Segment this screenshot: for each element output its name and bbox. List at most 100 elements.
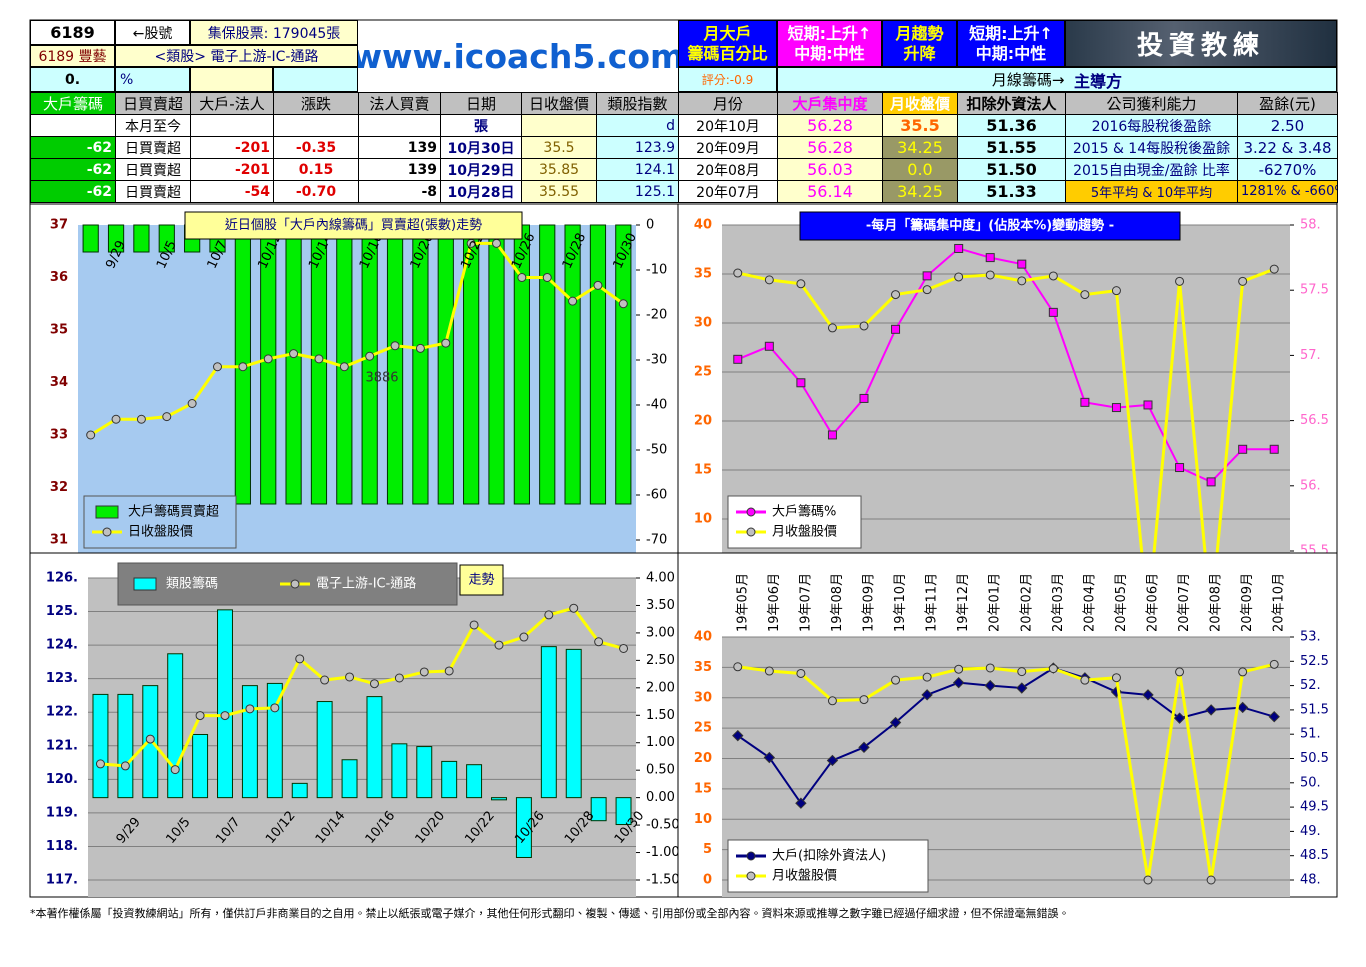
table-cell (273, 114, 359, 137)
marker (1016, 682, 1028, 694)
y-tick-label: 40 (694, 218, 712, 233)
marker (1268, 710, 1280, 723)
marker (733, 354, 743, 364)
marker (542, 273, 552, 282)
column-header: 公司獲利能力 (1065, 92, 1238, 115)
y2-tick-label: 57.5 (1300, 283, 1329, 298)
y-tick-label: 120. (46, 772, 78, 787)
y-tick-label: 10 (694, 512, 712, 527)
marker (145, 734, 155, 744)
bar (117, 693, 134, 799)
marker (517, 273, 527, 282)
stock-code: 6189 (30, 20, 115, 45)
marker (891, 290, 901, 300)
y2-tick-label: -1.00 (646, 845, 680, 860)
marker (827, 430, 837, 440)
marker (594, 637, 604, 647)
bar (386, 224, 404, 505)
marker (1080, 290, 1090, 300)
line (737, 667, 1275, 805)
y2-tick-label: -50 (646, 443, 667, 458)
column-header: 漲跌 (273, 92, 359, 115)
y-tick-label: 121. (46, 738, 78, 753)
marker (985, 663, 995, 673)
bar (366, 696, 383, 799)
legend-swatch (133, 577, 157, 591)
bar (466, 764, 483, 799)
marker (519, 632, 529, 642)
marker (441, 338, 451, 348)
column-header: 大戶籌碼 (30, 92, 116, 115)
chart: 126. 125. 124. 123. 122. 121. 120. 119. 118. 117.… (29, 552, 680, 898)
table-cell: -54 (190, 180, 274, 203)
text: 籌碼百分比 (687, 43, 768, 63)
marker (952, 676, 965, 689)
table-cell: 2015 & 14每股稅後盈餘 (1065, 136, 1238, 159)
y-tick-label: 126. (46, 571, 78, 586)
legend-label: 大戶(扣除外資法人) (772, 849, 886, 864)
bar (316, 701, 333, 799)
marker (1017, 667, 1027, 677)
y-tick-label: 15 (694, 463, 712, 478)
x-tick-label: 20年06月 (1146, 573, 1161, 632)
y2-tick-label: -60 (646, 488, 667, 503)
text: 主導方 (1074, 71, 1123, 91)
y2-tick-label: -1.50 (646, 873, 680, 888)
monthly-lead: 月線籌碼→ 主導方 (777, 67, 1337, 92)
marker (618, 299, 628, 309)
marker (954, 664, 964, 674)
marker (593, 280, 603, 290)
chart-title: 走勢 (468, 573, 494, 588)
text: 升降 (903, 43, 936, 63)
text: 中期:中性 (975, 43, 1047, 63)
marker (796, 378, 806, 388)
y2-tick-label: -30 (646, 353, 667, 368)
bar (133, 224, 150, 253)
table-cell: -0.35 (273, 136, 359, 159)
marker (954, 272, 964, 282)
marker (544, 610, 554, 620)
y2-tick-label: 49. (1300, 824, 1321, 839)
marker (1269, 444, 1279, 454)
code-label: ←股號 (115, 20, 190, 45)
column-header: 日期 (440, 92, 522, 115)
legend-swatch (95, 505, 119, 519)
bar (515, 797, 532, 858)
table-row: 本月至今 張 d 20年10月 56.28 35.5 51.36 2016每股稅後盈餘 2.50 (30, 114, 1338, 137)
table-cell: 51.33 (957, 180, 1066, 203)
marker (985, 253, 995, 263)
marker (365, 351, 375, 361)
title-box (799, 211, 1181, 241)
y-tick-label: 15 (694, 781, 712, 796)
x-tick-label: 19年05月 (735, 573, 750, 632)
x-tick-label: 20年01月 (988, 573, 1003, 632)
y2-tick-label: 57. (1300, 348, 1321, 363)
y-tick-label: 35 (694, 660, 712, 675)
marker (444, 666, 454, 676)
y-tick-label: 40 (694, 630, 712, 645)
custody: 集保股票: 179045張 (190, 20, 358, 45)
y2-tick-label: 4.00 (646, 571, 675, 586)
ratio-unit: % (115, 67, 190, 92)
marker (1238, 276, 1248, 286)
website: www.icoach5.com (358, 36, 678, 76)
marker (921, 689, 933, 701)
table-cell: 56.28 (777, 114, 883, 137)
score: 評分:-0.9 (678, 67, 777, 92)
plot (88, 577, 636, 897)
bar (158, 224, 175, 253)
marker (494, 640, 504, 650)
table-row: -62 日買賣超 -54 -0.70 -8 10月28日 35.55 125.1 20年07月 5… (30, 180, 1338, 203)
y2-tick-label: -70 (646, 533, 667, 548)
table-cell (521, 114, 597, 137)
y2-tick-label: 3.00 (646, 625, 675, 640)
legend-label: 電子上游-IC-通路 (316, 576, 416, 592)
bar (590, 797, 607, 822)
marker (733, 662, 743, 672)
text: 短期:上升↑ (787, 23, 872, 43)
y-tick-label: 33 (50, 428, 68, 443)
table-cell: 34.25 (882, 136, 958, 159)
column-header: 扣除外資法人 (957, 92, 1066, 115)
table-cell: 51.55 (957, 136, 1066, 159)
